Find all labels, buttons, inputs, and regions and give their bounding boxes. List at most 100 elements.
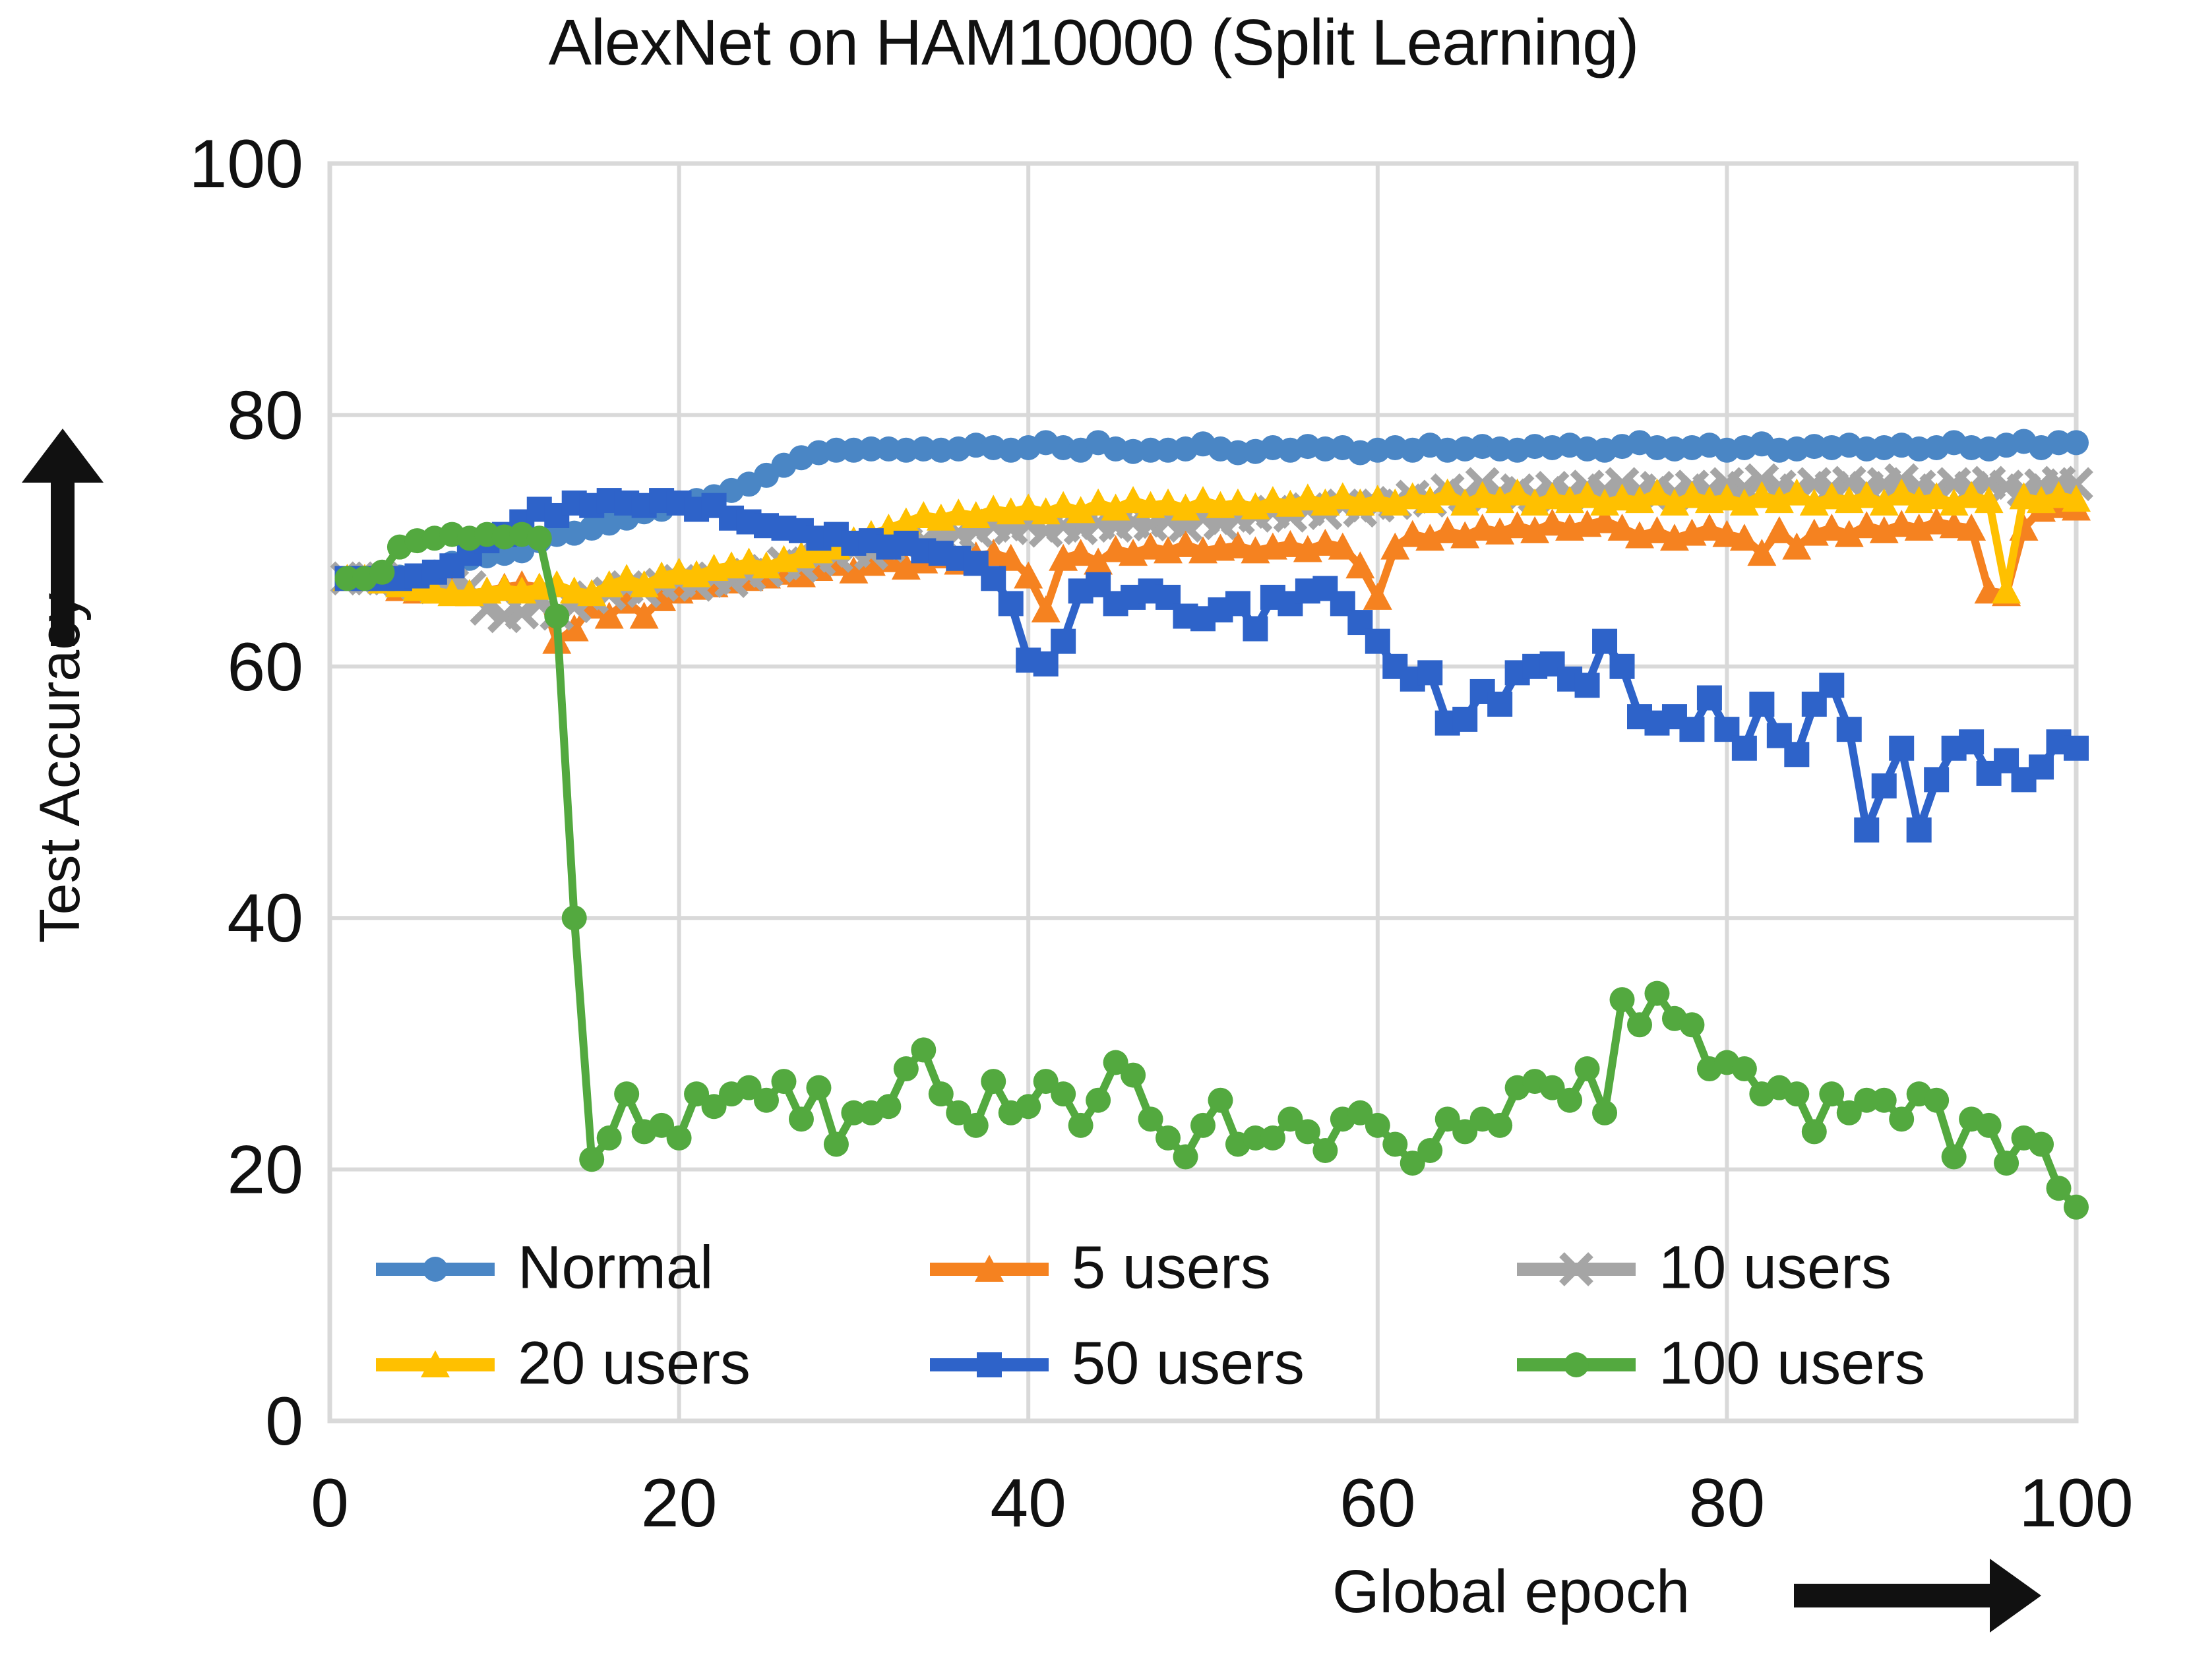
- data-point-circle: [1086, 1087, 1111, 1113]
- data-point-triangle: [1171, 493, 1200, 521]
- data-point-circle: [1103, 1050, 1128, 1075]
- data-point-triangle: [1939, 511, 1969, 539]
- series-20-users: [332, 478, 2091, 607]
- data-point-square: [1243, 616, 1268, 642]
- data-point-circle: [1836, 1100, 1862, 1125]
- data-point-triangle: [1607, 483, 1637, 511]
- data-point-triangle: [1467, 481, 1497, 508]
- data-point-circle: [1592, 1100, 1618, 1125]
- data-point-triangle: [1066, 496, 1095, 524]
- data-point-circle: [928, 1081, 954, 1107]
- data-point-circle: [649, 1112, 675, 1138]
- data-point-circle: [1208, 1087, 1233, 1113]
- data-point-triangle: [944, 498, 973, 526]
- x-tick-label: 20: [641, 1465, 718, 1542]
- data-point-circle: [544, 603, 570, 629]
- data-point-circle: [1924, 1087, 1950, 1113]
- data-point-square: [1889, 735, 1915, 761]
- legend-item-normal[interactable]: Normal: [376, 1234, 713, 1301]
- data-point-triangle: [1345, 551, 1375, 579]
- data-point-square: [1592, 628, 1618, 654]
- data-point-square: [977, 1352, 1002, 1377]
- data-point-cross: [1559, 1252, 1593, 1286]
- data-point-circle: [1051, 1081, 1076, 1107]
- data-point-circle: [1278, 1106, 1303, 1132]
- data-point-triangle: [1363, 485, 1392, 512]
- data-point-square: [1033, 651, 1059, 676]
- legend-item-5-users[interactable]: 5 users: [930, 1234, 1271, 1301]
- data-point-triangle: [2062, 485, 2091, 512]
- data-point-triangle: [1922, 507, 1952, 535]
- data-point-triangle: [1747, 481, 1777, 508]
- data-point-square: [1609, 653, 1635, 679]
- data-point-triangle: [1415, 486, 1445, 514]
- data-point-triangle: [1712, 483, 1742, 511]
- data-point-circle: [1382, 1131, 1408, 1157]
- data-point-circle: [1801, 1119, 1827, 1145]
- data-point-triangle: [1328, 532, 1357, 560]
- data-point-circle: [1434, 1106, 1460, 1132]
- data-point-circle: [1609, 987, 1635, 1013]
- data-point-circle: [1889, 1106, 1915, 1132]
- data-point-circle: [1539, 1075, 1565, 1100]
- data-point-triangle: [1223, 531, 1252, 558]
- data-point-triangle: [559, 576, 589, 604]
- data-point-circle: [1365, 1112, 1390, 1138]
- data-point-triangle: [909, 500, 939, 528]
- legend-item-50-users[interactable]: 50 users: [930, 1329, 1305, 1396]
- data-point-circle: [788, 1106, 814, 1132]
- data-point-circle: [2064, 430, 2089, 456]
- data-point-circle: [911, 1037, 937, 1063]
- data-point-circle: [1731, 1056, 1757, 1082]
- data-point-triangle: [2009, 482, 2039, 510]
- legend-item-10-users[interactable]: 10 users: [1517, 1234, 1892, 1301]
- data-point-square: [1854, 817, 1880, 843]
- data-point-circle: [369, 559, 395, 585]
- data-point-circle: [736, 1075, 762, 1100]
- data-point-triangle: [839, 556, 869, 584]
- y-tick-label: 60: [227, 629, 303, 705]
- data-point-triangle: [1992, 576, 2021, 604]
- data-point-triangle: [1066, 539, 1095, 566]
- legend-label: 100 users: [1659, 1329, 1925, 1396]
- data-point-circle: [701, 1094, 727, 1120]
- data-point-triangle: [1136, 532, 1165, 560]
- data-point-triangle: [1642, 516, 1672, 543]
- data-point-triangle: [1450, 521, 1480, 549]
- data-point-square: [1924, 767, 1950, 793]
- data-point-circle: [1627, 1012, 1652, 1038]
- data-point-triangle: [1380, 532, 1410, 560]
- data-point-triangle: [594, 601, 624, 629]
- legend-label: Normal: [518, 1234, 713, 1301]
- data-point-triangle: [1677, 481, 1707, 508]
- legend-label: 5 users: [1072, 1234, 1271, 1301]
- data-point-triangle: [734, 547, 764, 575]
- data-point-circle: [579, 1147, 605, 1172]
- data-point-triangle: [1363, 582, 1392, 610]
- data-point-triangle: [1398, 520, 1427, 547]
- data-point-square: [1487, 692, 1513, 717]
- data-point-triangle: [1747, 539, 1777, 566]
- data-point-circle: [1487, 1112, 1513, 1138]
- data-point-triangle: [1939, 488, 1969, 516]
- x-tick-label: 60: [1340, 1465, 1416, 1542]
- x-tick-label: 0: [311, 1465, 349, 1542]
- legend-item-100-users[interactable]: 100 users: [1517, 1329, 1925, 1396]
- x-axis-label-text: Global epoch: [1332, 1558, 1690, 1625]
- data-point-circle: [684, 1081, 710, 1107]
- data-point-circle: [561, 905, 587, 931]
- data-point-triangle: [1817, 514, 1847, 541]
- data-point-triangle: [419, 576, 449, 604]
- y-axis-label-group: Test Accuracy: [28, 593, 92, 944]
- data-point-square: [1906, 817, 1932, 843]
- data-point-circle: [334, 566, 360, 591]
- legend-item-20-users[interactable]: 20 users: [376, 1329, 751, 1396]
- data-point-triangle: [1415, 524, 1445, 551]
- data-point-triangle: [1852, 511, 1882, 539]
- data-point-triangle: [1974, 486, 2004, 514]
- data-point-circle: [1557, 1087, 1583, 1113]
- data-point-circle: [2046, 430, 2072, 456]
- y-tick-label: 80: [227, 377, 303, 454]
- data-point-triangle: [1432, 478, 1462, 506]
